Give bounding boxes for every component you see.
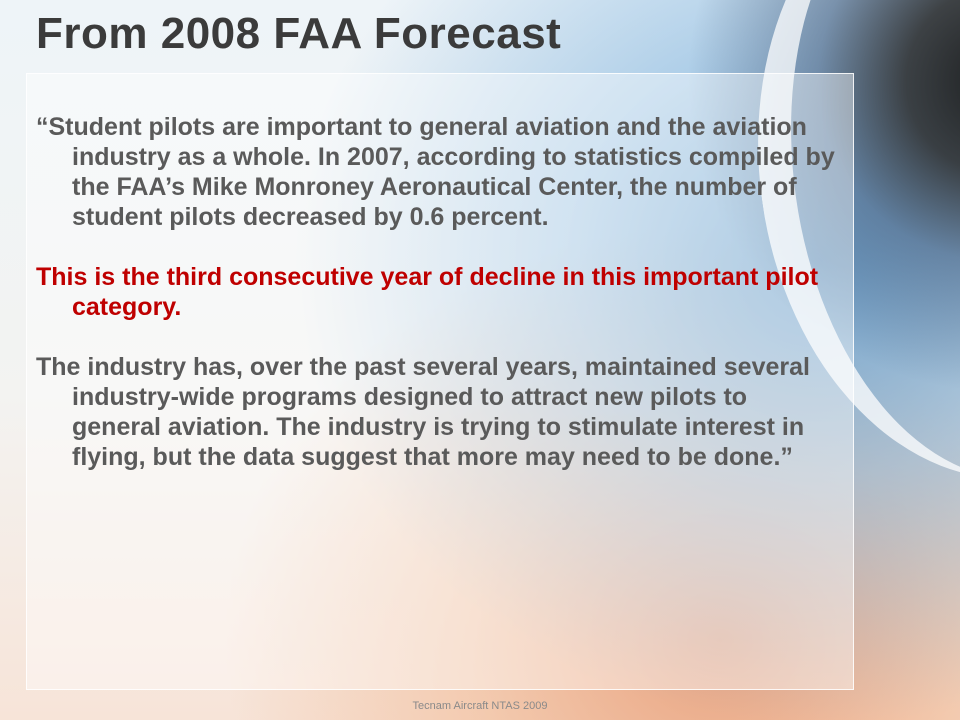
slide-body: “Student pilots are important to general…	[36, 112, 836, 502]
quote-paragraph-3: The industry has, over the past several …	[36, 353, 810, 471]
content-panel	[26, 73, 854, 690]
slide-title: From 2008 FAA Forecast	[36, 9, 562, 58]
slide-footer: Tecnam Aircraft NTAS 2009	[412, 700, 548, 712]
quote-paragraph-1: “Student pilots are important to general…	[36, 113, 835, 231]
highlight-paragraph: This is the third consecutive year of de…	[36, 263, 819, 321]
